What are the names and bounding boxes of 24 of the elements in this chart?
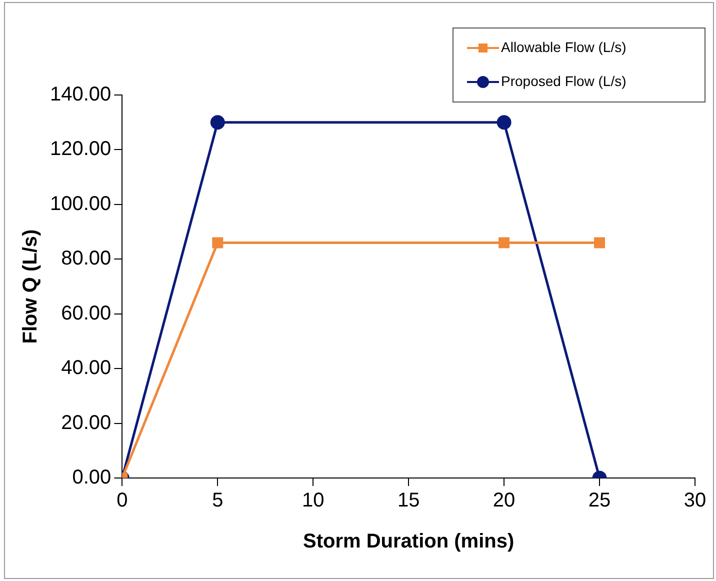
y-axis-title: Flow Q (L/s): [20, 229, 42, 344]
x-tick-label: 0: [116, 490, 128, 512]
x-tick-label: 20: [492, 490, 516, 512]
x-tick-label: 15: [397, 490, 420, 512]
y-tick-label: 80.00: [61, 248, 112, 270]
y-tick-label: 100.00: [50, 192, 112, 215]
x-axis-title: Storm Duration (mins): [303, 530, 514, 553]
x-tick-label: 25: [588, 490, 611, 512]
point: [498, 237, 510, 248]
point: [594, 237, 606, 248]
y-tick-label: 40.00: [61, 357, 112, 380]
point: [210, 115, 225, 130]
y-tick-label: 60.00: [61, 302, 112, 324]
legend-label: Allowable Flow (L/s): [501, 38, 626, 55]
y-tick-label: 0.00: [72, 466, 112, 489]
x-tick-label: 30: [684, 490, 706, 512]
x-tick-label: 10: [302, 490, 324, 512]
y-tick-label: 140.00: [50, 84, 112, 106]
y-tick-label: 120.00: [50, 138, 112, 160]
point: [212, 237, 224, 248]
legend-label: Proposed Flow (L/s): [501, 72, 626, 89]
y-tick-label: 20.00: [61, 412, 112, 434]
point: [496, 115, 512, 130]
x-tick-label: 5: [212, 490, 224, 512]
